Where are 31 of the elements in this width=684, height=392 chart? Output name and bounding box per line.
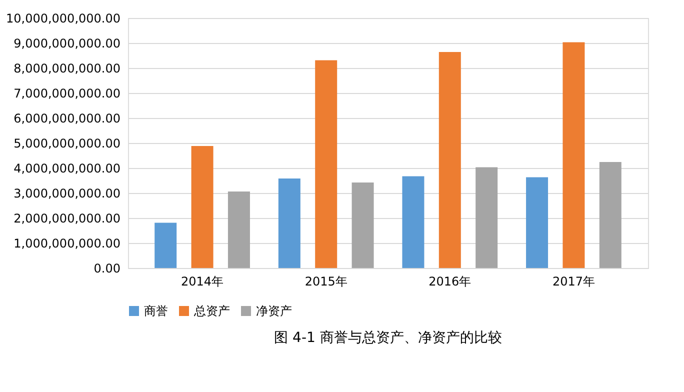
x-tick-label: 2015年 bbox=[304, 274, 348, 288]
bar bbox=[278, 178, 300, 268]
bar bbox=[599, 162, 622, 268]
y-tick-label: 8,000,000,000.00 bbox=[14, 62, 120, 76]
bar bbox=[562, 42, 585, 268]
x-tick-label: 2017年 bbox=[552, 274, 595, 288]
y-tick-label: 9,000,000,000.00 bbox=[14, 36, 120, 50]
y-tick-label: 3,000,000,000.00 bbox=[14, 186, 120, 200]
bar bbox=[228, 192, 250, 268]
y-tick-label: 0.00 bbox=[94, 262, 120, 276]
bar bbox=[154, 222, 177, 268]
caption: 图 4-1 商誉与总资产、净资产的比较 bbox=[274, 330, 502, 346]
bar bbox=[438, 52, 461, 268]
legend-label: 总资产 bbox=[193, 304, 230, 318]
x-tick-label: 2014年 bbox=[181, 274, 224, 288]
y-tick-label: 2,000,000,000.00 bbox=[14, 212, 120, 226]
y-tick-label: 4,000,000,000.00 bbox=[14, 162, 120, 176]
y-tick-label: 1,000,000,000.00 bbox=[14, 236, 120, 250]
legend-label: 商誉 bbox=[144, 304, 168, 318]
y-tick-label: 10,000,000,000.00 bbox=[6, 12, 120, 26]
y-tick-label: 6,000,000,000.00 bbox=[14, 112, 120, 126]
bar bbox=[476, 167, 498, 268]
bar bbox=[402, 176, 424, 268]
legend-label: 净资产 bbox=[256, 304, 292, 318]
x-tick-label: 2016年 bbox=[428, 274, 472, 288]
bar bbox=[526, 177, 548, 268]
y-tick-label: 7,000,000,000.00 bbox=[14, 86, 120, 100]
bar bbox=[191, 146, 214, 268]
y-tick-label: 5,000,000,000.00 bbox=[14, 136, 120, 150]
bar bbox=[315, 60, 338, 268]
bar bbox=[352, 182, 374, 268]
